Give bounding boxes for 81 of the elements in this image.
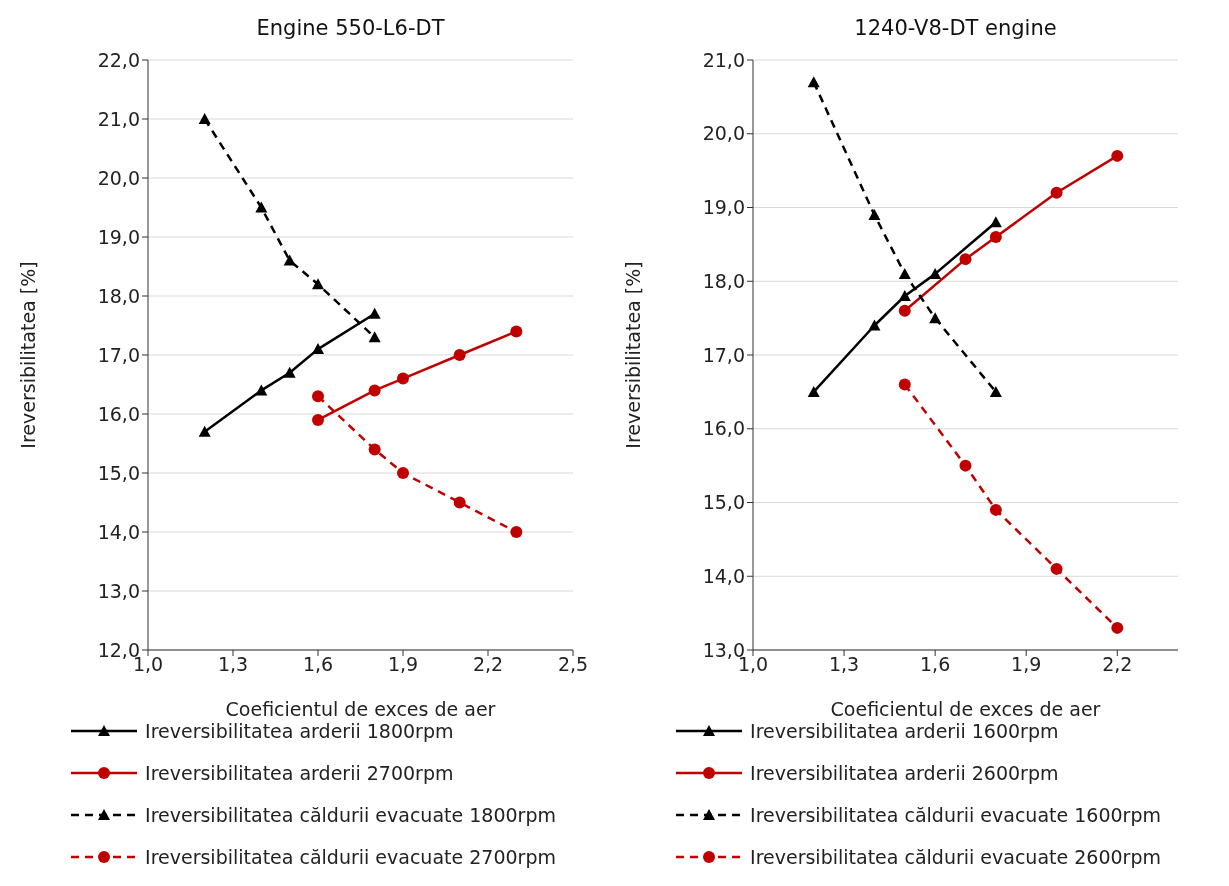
y-tick-label: 14,0 [97, 520, 140, 543]
point [453, 496, 466, 509]
x-tick-label: 1,6 [920, 653, 951, 676]
x-axis-title: Coeficientul de exces de aer [225, 698, 496, 720]
point [368, 331, 381, 343]
point [198, 425, 211, 437]
point [929, 312, 942, 324]
point [312, 390, 324, 403]
point [255, 201, 268, 213]
point [898, 290, 911, 301]
legend-label: Ireversibilitatea căldurii evacuate 1600rpm [750, 804, 1161, 826]
y-tick-label: 18,0 [97, 284, 140, 307]
point [989, 385, 1002, 397]
point [283, 254, 296, 266]
point [989, 231, 1002, 243]
point [898, 378, 911, 391]
x-tick-label: 2,5 [557, 653, 589, 676]
y-tick-label: 15,0 [702, 491, 745, 514]
x-tick-label: 1,9 [1011, 653, 1042, 676]
x-tick-label: 2,2 [472, 653, 504, 676]
point [255, 384, 268, 396]
point [989, 216, 1002, 228]
point [368, 384, 381, 397]
point [1050, 562, 1063, 575]
legend-label: Ireversibilitatea arderii 1600rpm [750, 720, 1059, 742]
chart-title: 1240-V8-DT engine [853, 15, 1058, 42]
y-tick-label: 16,0 [97, 402, 140, 425]
point [1050, 186, 1063, 199]
y-tick-label: 19,0 [97, 225, 140, 248]
legend-label: Ireversibilitatea căldurii evacuate 1800rpm [145, 804, 556, 826]
y-tick-label: 21,0 [97, 107, 140, 130]
y-tick-label: 22,0 [97, 48, 140, 71]
point [198, 113, 211, 124]
legend-label: Ireversibilitatea arderii 2600rpm [750, 762, 1059, 784]
chart-title: Engine 550-L6-DT [255, 15, 446, 42]
point [397, 372, 409, 385]
legend-label: Ireversibilitatea căldurii evacuate 2600rpm [750, 846, 1161, 868]
legend-label: Ireversibilitatea arderii 1800rpm [145, 720, 454, 742]
point [959, 459, 972, 472]
point [312, 343, 324, 355]
x-tick-label: 2,2 [1102, 653, 1133, 676]
point [959, 253, 972, 266]
point [510, 325, 523, 338]
point [397, 467, 409, 479]
y-tick-label: 19,0 [702, 196, 745, 219]
point [368, 307, 381, 319]
y-tick-label: 18,0 [702, 269, 745, 292]
y-axis-title: Ireversibilitatea [%] [16, 261, 39, 449]
point [1111, 149, 1124, 162]
point [368, 443, 381, 456]
y-tick-label: 17,0 [97, 343, 140, 366]
point [1111, 621, 1124, 634]
x-tick-label: 1,6 [302, 653, 334, 676]
legend-label: Ireversibilitatea căldurii evacuate 2700rpm [145, 846, 556, 868]
x-axis-title: Coeficientul de exces de aer [830, 698, 1101, 720]
point [989, 503, 1002, 516]
y-tick-label: 16,0 [702, 417, 745, 440]
y-tick-label: 14,0 [702, 564, 745, 587]
y-tick-label: 13,0 [97, 579, 140, 602]
x-tick-label: 1,3 [217, 653, 249, 676]
point [510, 526, 523, 538]
x-tick-label: 1,3 [828, 653, 860, 676]
point [929, 267, 942, 279]
y-tick-label: 21,0 [702, 48, 745, 71]
legend-label: Ireversibilitatea arderii 2700rpm [145, 762, 454, 784]
point [453, 349, 466, 361]
point [868, 319, 881, 331]
point [807, 76, 820, 88]
x-tick-label: 1,9 [387, 653, 419, 676]
point [868, 208, 881, 220]
point [312, 413, 324, 426]
point [898, 304, 911, 317]
point [283, 366, 296, 378]
y-tick-label: 20,0 [97, 166, 140, 189]
y-axis-title: Ireversibilitatea [%] [621, 261, 644, 449]
y-tick-label: 17,0 [702, 343, 745, 366]
y-tick-label: 15,0 [97, 461, 140, 484]
y-tick-label: 20,0 [702, 122, 745, 145]
point [898, 267, 911, 279]
point [807, 385, 820, 397]
point [312, 278, 324, 290]
